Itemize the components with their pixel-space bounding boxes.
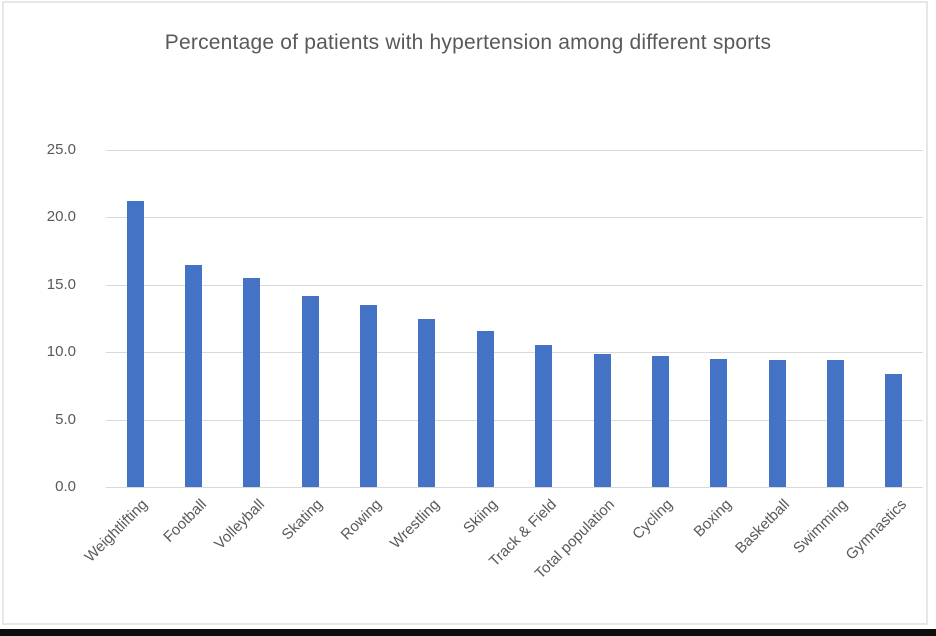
- bar-skiing: [476, 330, 494, 487]
- bar-volleyball: [243, 278, 261, 487]
- bar-total-population: [593, 353, 611, 487]
- y-axis-tick-label: 0.0: [55, 478, 76, 495]
- y-axis-tick-label: 15.0: [46, 275, 76, 293]
- bar-swimming: [826, 360, 844, 487]
- gridline-10.0: [106, 352, 923, 354]
- bar-cycling: [651, 356, 669, 487]
- gridline-25.0: [106, 150, 923, 151]
- bar-football: [185, 264, 203, 487]
- bar-basketball: [768, 360, 786, 487]
- chart-title: Percentage of patients with hypertension…: [164, 31, 772, 54]
- y-axis-tick-label: 20.0: [46, 208, 76, 226]
- gridline-15.0: [106, 284, 923, 286]
- plot-area: [106, 150, 923, 488]
- gridline-5.0: [106, 419, 923, 421]
- chart-area-border: [2, 1, 928, 625]
- bar-wrestling: [418, 318, 436, 487]
- y-axis-tick-label: 5.0: [55, 410, 76, 428]
- y-axis-tick-label: 10.0: [46, 343, 76, 361]
- bar-skating: [301, 295, 319, 487]
- y-axis-tick-label: 25.0: [46, 141, 76, 158]
- bar-gymnastics: [885, 373, 903, 487]
- bar-rowing: [360, 305, 378, 487]
- bar-boxing: [710, 358, 728, 487]
- gridline-20.0: [106, 217, 923, 219]
- bar-track-field: [535, 345, 553, 487]
- bar-weightlifting: [126, 201, 144, 487]
- window-bottom-border: [0, 629, 936, 636]
- gridline-0.0: [106, 487, 923, 488]
